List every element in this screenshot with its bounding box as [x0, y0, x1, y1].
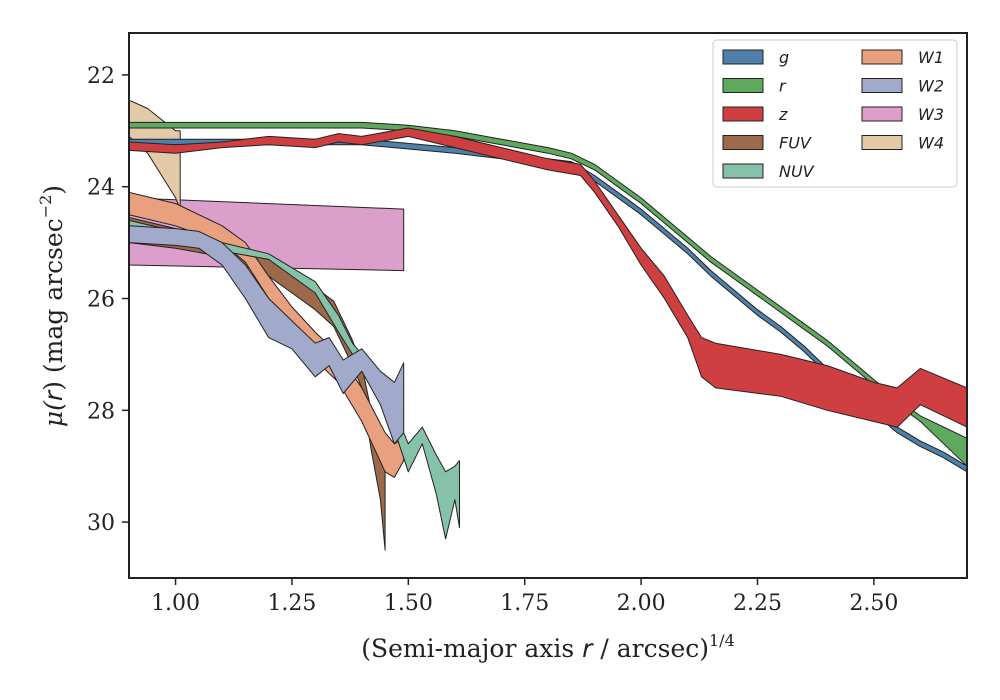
- band-w1: [129, 191, 405, 478]
- y-tick-label: 30: [87, 511, 115, 536]
- band-r: [129, 121, 967, 467]
- legend-label-w3: W3: [918, 105, 944, 124]
- legend-swatch-nuv: [722, 163, 764, 179]
- legend-swatch-w2: [861, 78, 903, 93]
- legend-label-fuv: FUV: [779, 134, 812, 153]
- band-w2: [129, 225, 405, 445]
- y-axis-title: μ(r) (mag arcsec−2): [36, 185, 68, 427]
- legend-swatch-w3: [861, 106, 903, 122]
- x-tick-label: 2.50: [849, 591, 898, 616]
- x-tick-label: 1.25: [267, 591, 316, 616]
- legend-label-w2: W2: [918, 77, 944, 96]
- band-nuv: [129, 219, 460, 540]
- x-tick-label: 2.25: [733, 591, 782, 616]
- axis-ticks: 1.00 1.25 1.50 1.75 2.00 2.25 2.50 22 24 26 28 30: [87, 64, 898, 616]
- x-tick-label: 1.75: [500, 591, 549, 616]
- legend: grz FUV NUV W1 W2 W3 W4: [712, 39, 958, 188]
- y-tick-label: 28: [87, 399, 115, 424]
- legend-label-z: z: [778, 105, 788, 124]
- band-z: [129, 127, 967, 428]
- legend-swatch-r: [722, 78, 764, 93]
- legend-swatch-w4: [861, 135, 903, 150]
- y-tick-label: 24: [87, 176, 115, 201]
- legend-label-g: g: [779, 48, 789, 67]
- legend-swatch-g: [722, 49, 764, 65]
- x-axis-title: (Semi-major axis r / arcsec)1/4: [361, 631, 735, 663]
- y-tick-label: 26: [87, 288, 115, 313]
- legend-swatch-z: [722, 106, 764, 122]
- y-tick-label: 22: [87, 64, 115, 89]
- legend-label-w1: W1: [918, 48, 944, 67]
- x-tick-label: 1.00: [151, 591, 200, 616]
- legend-swatch-fuv: [722, 135, 764, 150]
- x-tick-label: 2.00: [617, 591, 666, 616]
- plot-frame: [128, 32, 968, 579]
- legend-label-nuv: NUV: [779, 162, 815, 181]
- legend-frame: [712, 39, 958, 188]
- series-bands: [129, 99, 967, 551]
- legend-label-r: r: [779, 77, 787, 96]
- legend-label-w4: W4: [918, 134, 944, 153]
- legend-swatch-w1: [861, 49, 903, 65]
- x-tick-label: 1.50: [384, 591, 433, 616]
